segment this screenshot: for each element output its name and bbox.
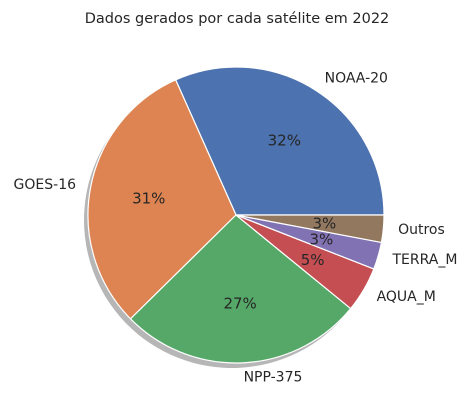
pie-category-label-npp-375: NPP-375 [244, 370, 303, 386]
pie-percent-label-aqua-m: 5% [301, 251, 325, 269]
pie-category-label-aqua-m: AQUA_M [377, 289, 436, 305]
chart-title: Dados gerados por cada satélite em 2022 [85, 11, 390, 27]
pie-category-label-goes-16: GOES-16 [14, 177, 77, 193]
pie-percent-labels: 32% 31% 27% 5% 3%3% [132, 132, 336, 313]
pie-category-label-terra-m: TERRA_M [391, 252, 457, 268]
pie-category-labels: NOAA-20 GOES-16 NPP-375 AQUA_M TERRA_M Outros [14, 70, 458, 385]
pie-category-label-noaa-20: NOAA-20 [325, 70, 388, 86]
pie-percent-label-outros: 3% [313, 214, 337, 232]
pie-slice-noaa-20 [175, 66, 385, 216]
pie-percent-label-goes-16: 31% [132, 190, 165, 208]
pie-percent-label-noaa-20: 32% [268, 132, 301, 150]
pie-slice-goes-16 [87, 79, 237, 320]
pie-category-label-outros: Outros [398, 222, 445, 238]
pie-slice-npp-375 [129, 214, 352, 364]
pie-slice-outros [235, 214, 385, 244]
pie-percent-label-terra-m: 3% [309, 231, 333, 249]
pie-percent-label-npp-375: 27% [223, 295, 256, 313]
pie-wedges [87, 66, 385, 364]
